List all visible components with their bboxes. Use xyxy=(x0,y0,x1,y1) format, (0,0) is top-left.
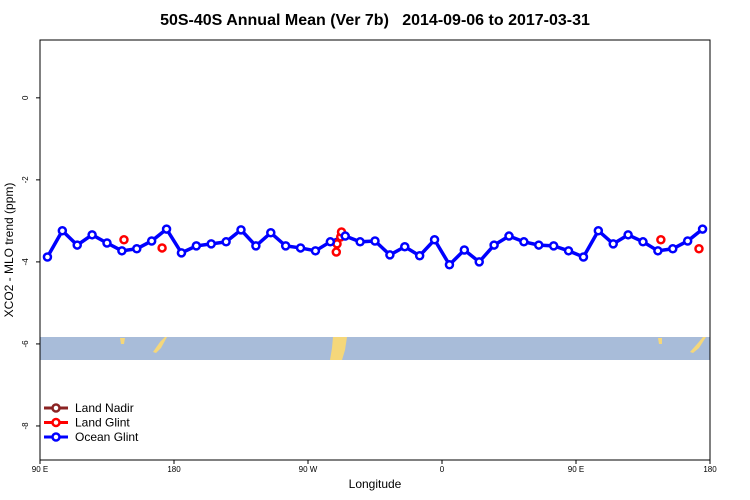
data-point xyxy=(355,237,365,247)
data-point xyxy=(578,252,589,262)
y-tick-label: -6 xyxy=(21,340,30,348)
data-point xyxy=(325,237,336,247)
series-line xyxy=(45,226,704,268)
data-point xyxy=(400,241,410,252)
data-point xyxy=(206,239,216,249)
x-tick-label: 0 xyxy=(440,465,445,474)
data-point xyxy=(429,234,440,245)
chart-title: 50S-40S Annual Mean (Ver 7b) 2014-09-06 … xyxy=(160,12,590,29)
data-point xyxy=(310,246,321,256)
data-point xyxy=(331,247,342,257)
data-point xyxy=(385,250,395,260)
x-tick-label: 180 xyxy=(703,465,717,474)
data-point xyxy=(266,228,276,238)
y-axis-label: XCO2 - MLO trend (ppm) xyxy=(2,183,16,318)
data-point xyxy=(653,246,663,256)
legend-marker xyxy=(51,403,61,413)
data-point xyxy=(668,244,678,254)
data-point xyxy=(682,236,693,246)
x-axis-label: Longitude xyxy=(349,477,402,491)
data-point xyxy=(102,238,112,248)
data-point xyxy=(459,245,470,255)
data-point xyxy=(489,240,499,250)
x-tick-label: 90 E xyxy=(32,465,48,474)
map-strip xyxy=(40,337,710,360)
data-point xyxy=(474,257,484,267)
data-point xyxy=(638,237,648,247)
data-point xyxy=(340,231,350,241)
data-point xyxy=(132,244,142,254)
legend-marker xyxy=(51,432,61,442)
data-point xyxy=(161,224,172,234)
y-tick-label: -2 xyxy=(21,176,30,184)
data-point xyxy=(146,236,157,246)
legend-label: Land Glint xyxy=(75,416,130,430)
data-point xyxy=(444,260,455,270)
data-point xyxy=(221,237,231,247)
data-point xyxy=(117,246,127,256)
data-point xyxy=(548,241,559,251)
data-point xyxy=(119,234,129,245)
data-point xyxy=(623,230,633,240)
plot-frame xyxy=(39,39,711,461)
data-point xyxy=(694,244,704,254)
data-point xyxy=(697,224,708,234)
y-tick-label: -8 xyxy=(21,422,30,430)
data-point xyxy=(191,241,202,251)
data-point xyxy=(534,240,544,250)
data-point xyxy=(656,234,666,245)
legend-label: Land Nadir xyxy=(75,401,134,415)
data-point xyxy=(414,250,425,261)
x-tick-label: 90 W xyxy=(299,465,318,474)
data-point xyxy=(87,230,97,240)
x-tick-label: 180 xyxy=(167,465,181,474)
data-point xyxy=(519,237,529,247)
legend-label: Ocean Glint xyxy=(75,430,139,444)
data-point xyxy=(72,240,82,250)
data-point xyxy=(57,225,68,236)
legend-marker xyxy=(51,417,61,428)
data-point xyxy=(608,239,618,249)
data-point xyxy=(42,252,53,262)
data-point xyxy=(176,248,187,258)
data-point xyxy=(280,241,291,251)
data-point xyxy=(593,225,604,236)
data-point xyxy=(370,236,380,246)
data-point xyxy=(251,241,261,251)
x-tick-label: 90 E xyxy=(568,465,584,474)
data-point xyxy=(563,246,574,256)
data-point xyxy=(504,231,514,241)
y-tick-label: -4 xyxy=(21,258,30,266)
y-tick-label: 0 xyxy=(21,95,30,100)
data-point xyxy=(157,243,167,253)
data-point xyxy=(295,243,306,253)
data-point xyxy=(236,225,246,235)
